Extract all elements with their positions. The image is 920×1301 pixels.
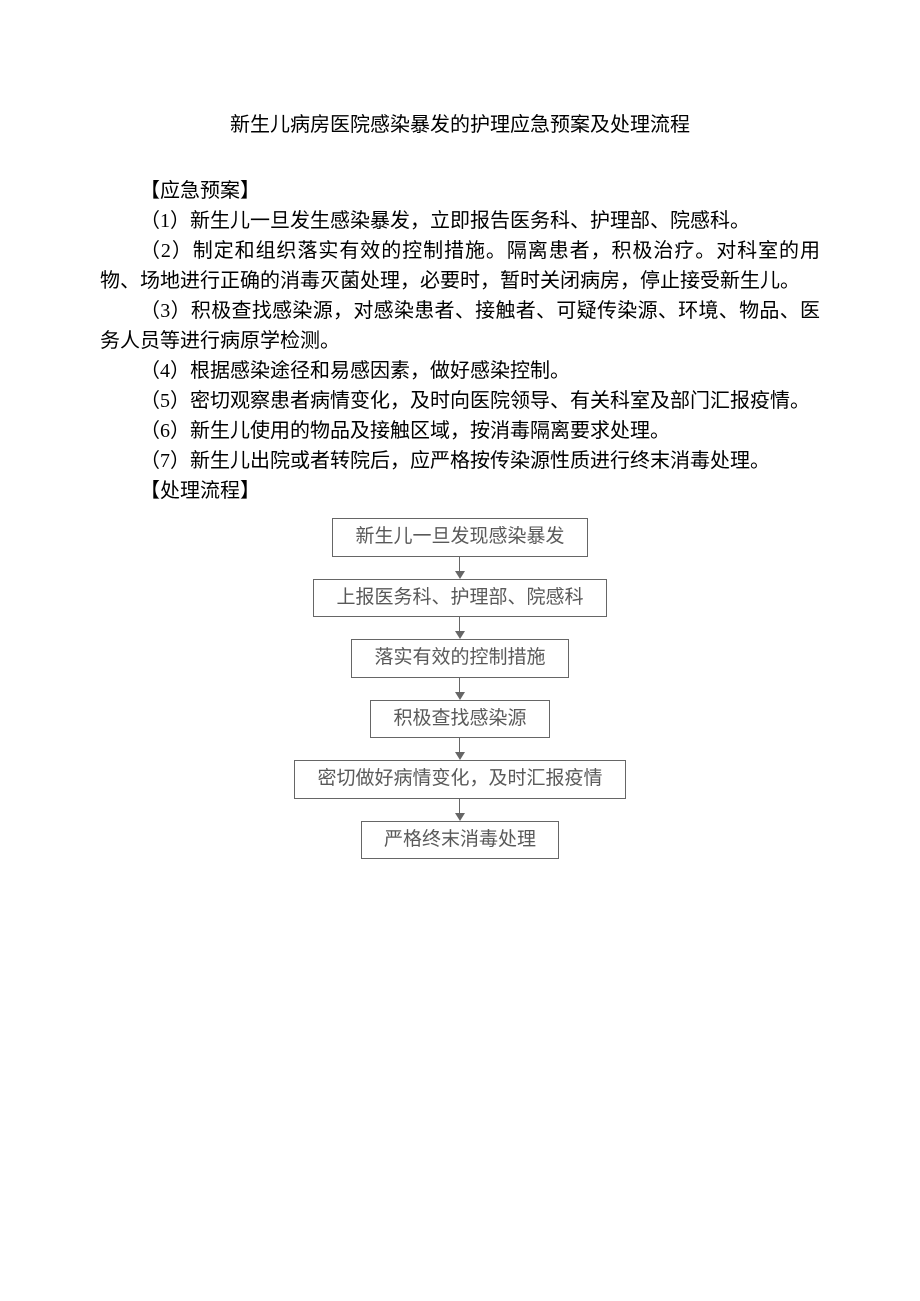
plan-item-2: （2）制定和组织落实有效的控制措施。隔离患者，积极治疗。对科室的用物、场地进行正… bbox=[100, 236, 820, 296]
flow-node-6: 严格终末消毒处理 bbox=[361, 821, 559, 860]
plan-item-7: （7）新生儿出院或者转院后，应严格按传染源性质进行终末消毒处理。 bbox=[100, 446, 820, 476]
plan-item-3: （3）积极查找感染源，对感染患者、接触者、可疑传染源、环境、物品、医务人员等进行… bbox=[100, 296, 820, 356]
plan-item-4: （4）根据感染途径和易感因素，做好感染控制。 bbox=[100, 356, 820, 386]
page: 新生儿病房医院感染暴发的护理应急预案及处理流程 【应急预案】 （1）新生儿一旦发… bbox=[0, 0, 920, 919]
section-heading-flow: 【处理流程】 bbox=[100, 476, 820, 506]
plan-item-6: （6）新生儿使用的物品及接触区域，按消毒隔离要求处理。 bbox=[100, 416, 820, 446]
plan-item-5: （5）密切观察患者病情变化，及时向医院领导、有关科室及部门汇报疫情。 bbox=[100, 386, 820, 416]
flow-node-1: 新生儿一旦发现感染暴发 bbox=[332, 518, 587, 557]
section-heading-plan: 【应急预案】 bbox=[100, 176, 820, 206]
page-title: 新生儿病房医院感染暴发的护理应急预案及处理流程 bbox=[100, 110, 820, 140]
flowchart: 新生儿一旦发现感染暴发 上报医务科、护理部、院感科 落实有效的控制措施 积极查找… bbox=[294, 518, 625, 859]
flow-node-5: 密切做好病情变化，及时汇报疫情 bbox=[294, 760, 625, 799]
flowchart-container: 新生儿一旦发现感染暴发 上报医务科、护理部、院感科 落实有效的控制措施 积极查找… bbox=[100, 518, 820, 859]
flow-node-3: 落实有效的控制措施 bbox=[351, 639, 568, 678]
plan-item-1: （1）新生儿一旦发生感染暴发，立即报告医务科、护理部、院感科。 bbox=[100, 206, 820, 236]
flow-node-2: 上报医务科、护理部、院感科 bbox=[313, 579, 606, 618]
flow-node-4: 积极查找感染源 bbox=[370, 700, 549, 739]
